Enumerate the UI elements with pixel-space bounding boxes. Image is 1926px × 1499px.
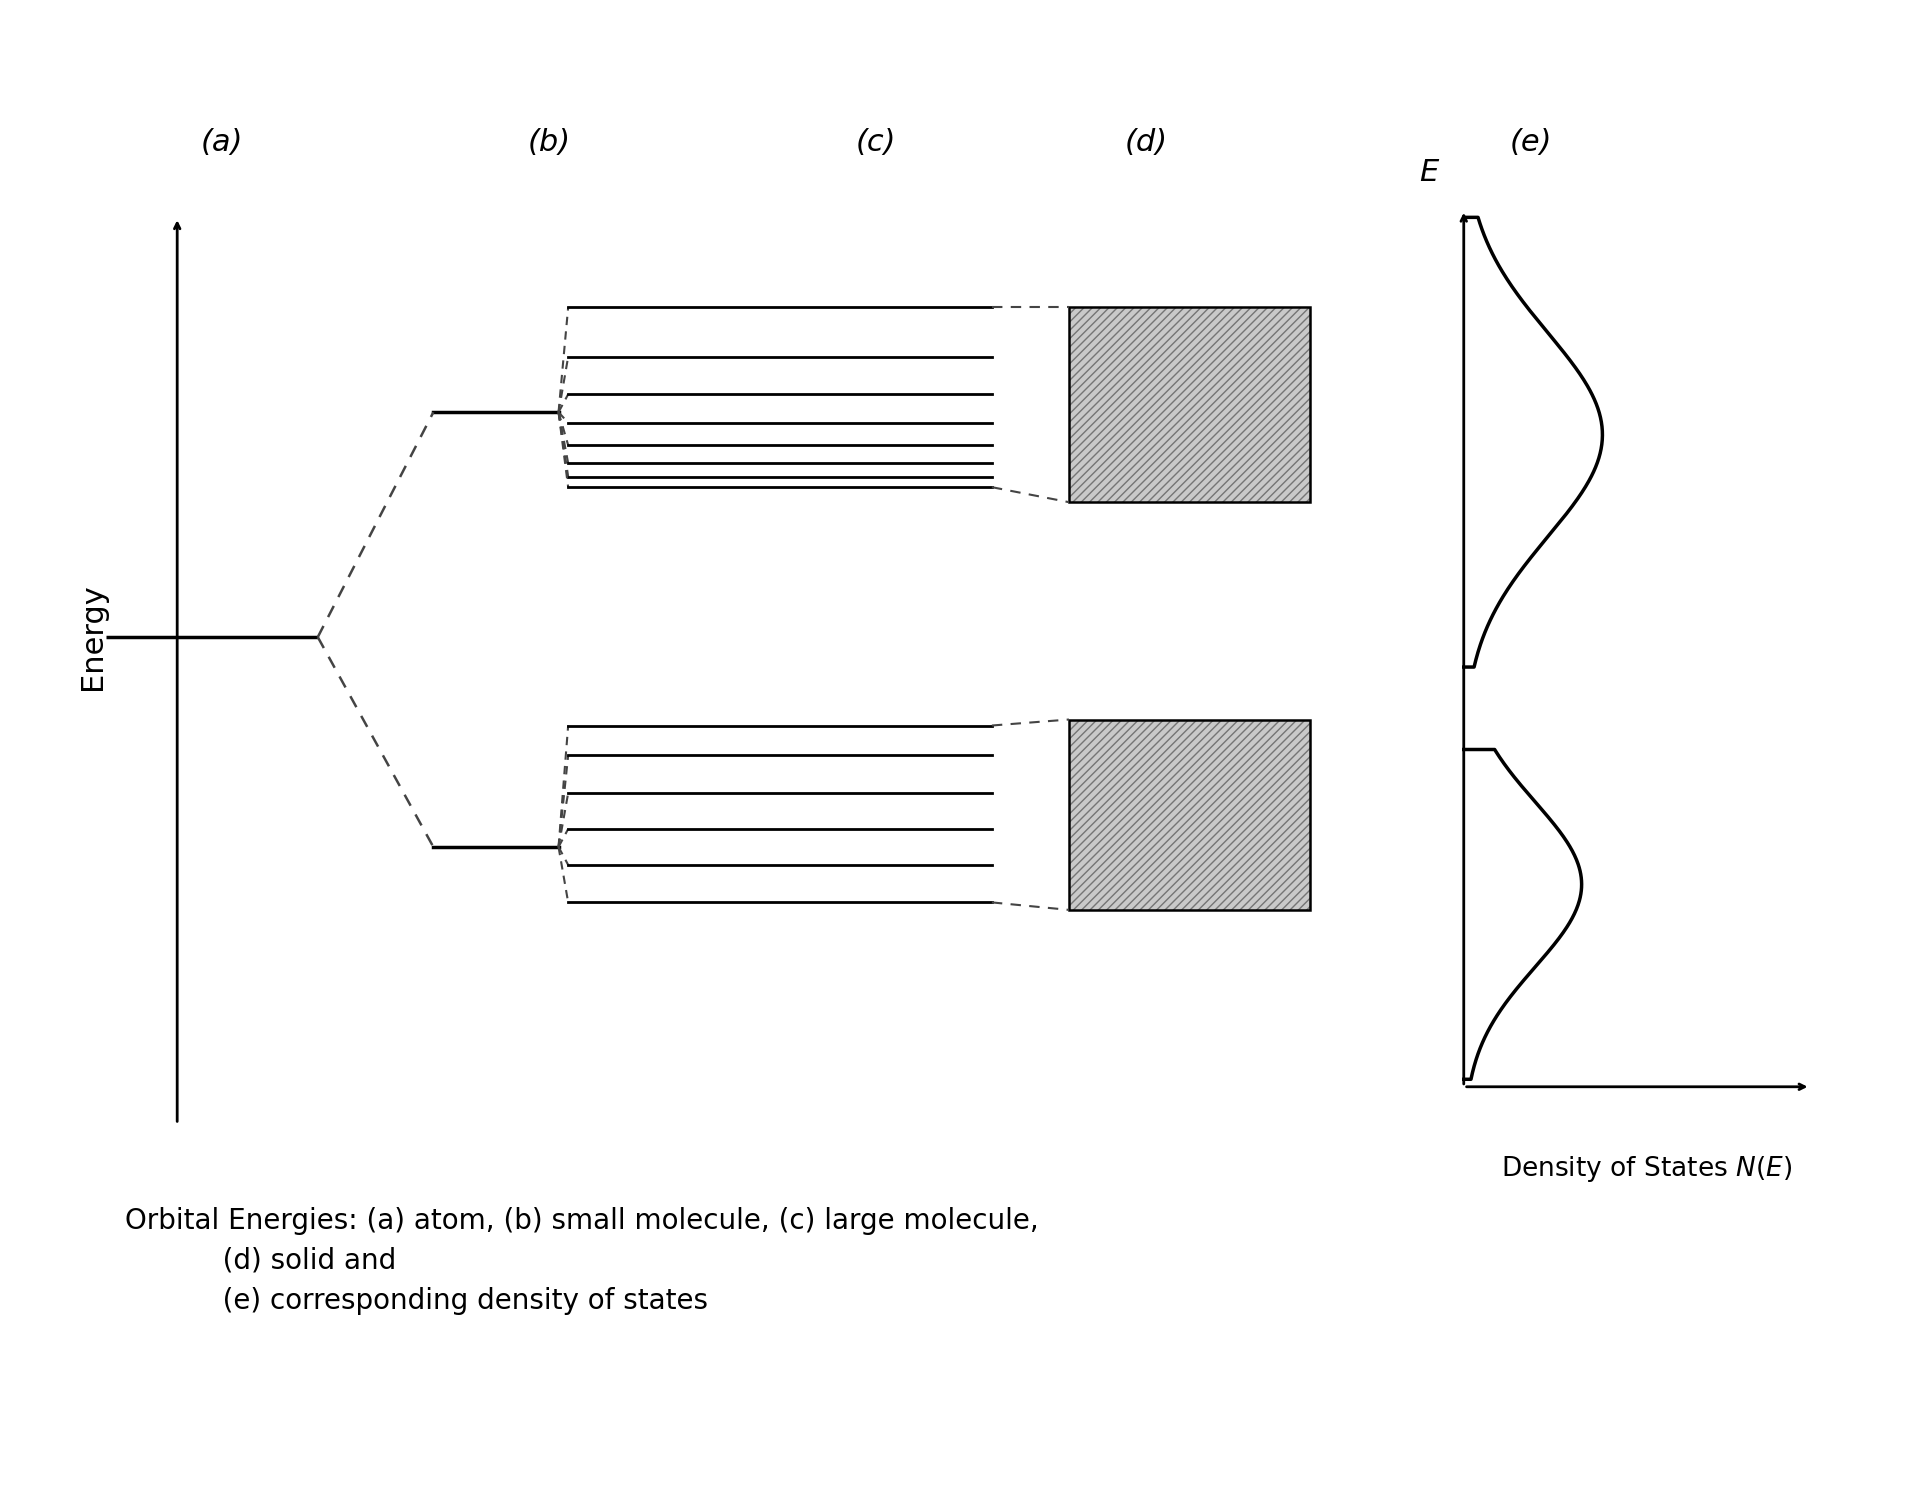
Text: (c): (c): [855, 129, 898, 157]
Text: (a): (a): [200, 129, 243, 157]
Text: Energy: Energy: [77, 583, 108, 691]
Bar: [1069, 720, 1310, 910]
Bar: [1069, 307, 1310, 502]
Text: Density of States $N(E)$: Density of States $N(E)$: [1500, 1154, 1793, 1184]
Bar: [1069, 720, 1310, 910]
Text: (b): (b): [528, 129, 570, 157]
Bar: [1069, 307, 1310, 502]
Text: Orbital Energies: (a) atom, (b) small molecule, (c) large molecule,
           (: Orbital Energies: (a) atom, (b) small mo…: [125, 1207, 1038, 1315]
Text: $E$: $E$: [1419, 159, 1441, 187]
Text: (e): (e): [1510, 129, 1552, 157]
Text: (d): (d): [1125, 129, 1167, 157]
